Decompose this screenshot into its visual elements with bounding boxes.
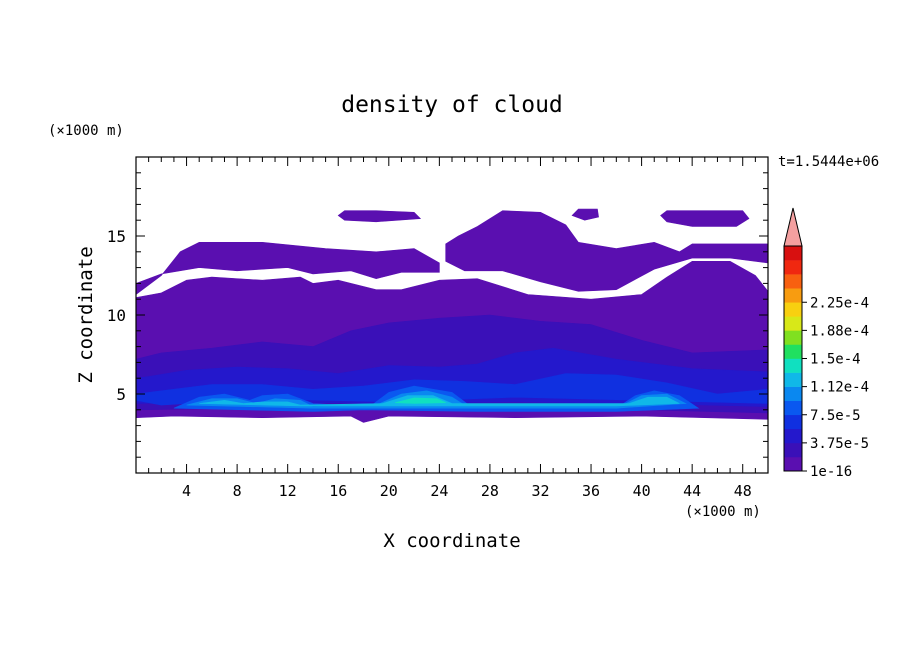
cloud-region-level-0: [571, 208, 599, 221]
time-label: t=1.5444e+06: [778, 154, 879, 170]
colorbar-band: [784, 274, 802, 289]
x-axis-label: X coordinate: [383, 530, 520, 552]
x-tick-label: 16: [329, 482, 347, 500]
chart-title: density of cloud: [341, 92, 563, 118]
y-tick-label: 5: [116, 385, 126, 404]
cloud-region-level-0: [660, 210, 750, 227]
x-tick-label: 44: [683, 482, 701, 500]
y-axis-label: Z coordinate: [75, 246, 97, 383]
colorbar: 1e-16 3.75e-5 7.5e-5 1.12e-4 1.5e-4 1.88e-4 2.…: [783, 207, 869, 480]
cloud-region-level-0: [445, 210, 768, 292]
colorbar-band: [784, 442, 802, 458]
colorbar-band: [784, 316, 802, 331]
x-tick-label: 36: [582, 482, 600, 500]
x-tick-label: 8: [233, 482, 242, 500]
colorbar-label: 2.25e-4: [810, 295, 869, 311]
x-tick-label: 40: [633, 482, 651, 500]
colorbar-band: [784, 246, 802, 261]
colorbar-label: 7.5e-5: [810, 408, 861, 424]
x-tick-label: 4: [182, 482, 191, 500]
colorbar-band: [784, 344, 802, 359]
y-tick-label: 15: [107, 227, 126, 246]
colorbar-band: [784, 260, 802, 275]
colorbar-band: [784, 302, 802, 317]
colorbar-band: [784, 372, 802, 387]
colorbar-band: [784, 288, 802, 303]
colorbar-label: 1.88e-4: [810, 323, 869, 339]
colorbar-band: [784, 414, 802, 430]
x-tick-label: 24: [430, 482, 448, 500]
x-tick-label: 28: [481, 482, 499, 500]
cloud-region-level-7: [395, 397, 446, 404]
colorbar-extend-arrow: [783, 207, 803, 247]
colorbar-band: [784, 428, 802, 444]
x-tick-label: 20: [380, 482, 398, 500]
colorbar-band: [784, 456, 802, 472]
x-tick-label: 12: [279, 482, 297, 500]
cloud-region-level-0: [136, 242, 440, 295]
y-tick-label: 10: [107, 306, 126, 325]
colorbar-label: 1.12e-4: [810, 380, 869, 396]
cloud-region-level-0: [337, 210, 422, 223]
x-unit-label: (×1000 m): [685, 504, 761, 520]
plot-frame: [135, 156, 769, 474]
colorbar-label: 3.75e-5: [810, 436, 869, 452]
colorbar-band: [784, 386, 802, 401]
colorbar-band: [784, 358, 802, 373]
plot-area: [136, 208, 768, 423]
y-unit-label: (×1000 m): [48, 123, 124, 139]
colorbar-label: 1e-16: [810, 464, 852, 480]
colorbar-band: [784, 400, 802, 416]
colorbar-label: 1.5e-4: [810, 352, 861, 368]
x-tick-label: 32: [531, 482, 549, 500]
x-tick-label: 48: [734, 482, 752, 500]
colorbar-band: [784, 330, 802, 345]
